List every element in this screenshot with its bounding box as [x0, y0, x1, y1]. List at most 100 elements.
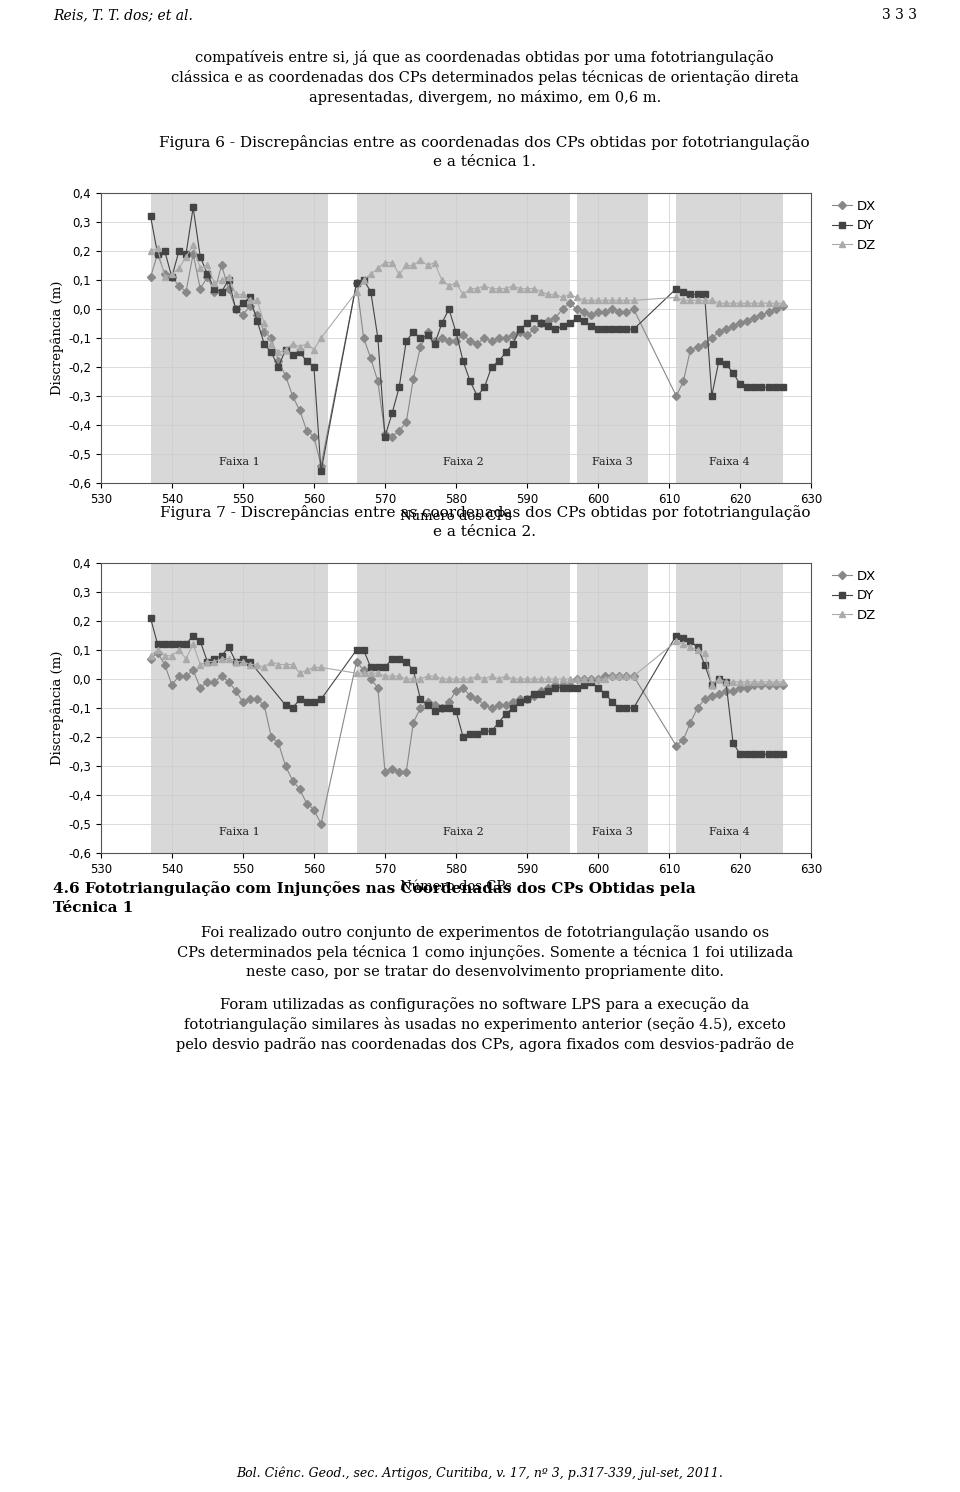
DX [713, 685, 725, 703]
Legend: DX, DY, DZ: DX, DY, DZ [832, 570, 876, 622]
DY [777, 746, 788, 764]
DZ [706, 676, 717, 694]
DZ [500, 279, 512, 297]
Text: Foi realizado outro conjunto de experimentos de fototriangulação usando os: Foi realizado outro conjunto de experime… [201, 925, 769, 940]
DX [145, 649, 156, 667]
Line: DY: DY [147, 204, 786, 474]
Text: Faixa 1: Faixa 1 [219, 457, 260, 467]
Text: Bol. Ciênc. Geod., sec. Artigos, Curitiba, v. 17, nº 3, p.317-339, jul-set, 2011: Bol. Ciênc. Geod., sec. Artigos, Curitib… [236, 1467, 724, 1480]
DX [777, 676, 788, 694]
DX [713, 324, 725, 342]
DX [734, 679, 746, 697]
DY [145, 609, 156, 627]
DX [145, 269, 156, 286]
Bar [676, 192, 782, 483]
DZ [734, 673, 746, 691]
Line: DZ: DZ [148, 639, 785, 688]
DZ [528, 670, 540, 688]
DZ [486, 667, 497, 685]
Text: fototriangulação similares às usadas no experimento anterior (seção 4.5), exceto: fototriangulação similares às usadas no … [184, 1018, 785, 1032]
DZ [542, 285, 554, 303]
DY [542, 318, 554, 336]
DX [152, 645, 163, 662]
DY [607, 321, 618, 339]
Line: DX: DX [148, 651, 785, 827]
DY [734, 746, 746, 764]
Text: Reis, T. T. dos; et al.: Reis, T. T. dos; et al. [53, 7, 193, 22]
Text: Faixa 4: Faixa 4 [709, 457, 750, 467]
Bar [151, 562, 328, 853]
Bar [676, 562, 782, 853]
Text: Faixa 2: Faixa 2 [443, 457, 484, 467]
X-axis label: Número dos CPs: Número dos CPs [400, 510, 512, 522]
Text: clássica e as coordenadas dos CPs determinados pelas técnicas de orientação dire: clássica e as coordenadas dos CPs determ… [171, 70, 799, 85]
DZ [713, 670, 725, 688]
DY [777, 379, 788, 397]
Text: neste caso, por se tratar do desenvolvimento propriamente dito.: neste caso, por se tratar do desenvolvim… [246, 965, 724, 979]
X-axis label: Número dos CPs: Número dos CPs [400, 880, 512, 892]
DY [315, 463, 326, 480]
DZ [145, 242, 156, 260]
Line: DY: DY [147, 615, 786, 758]
Text: 3 3 3: 3 3 3 [882, 7, 917, 22]
Text: CPs determinados pela técnica 1 como injunções. Somente a técnica 1 foi utilizad: CPs determinados pela técnica 1 como inj… [177, 944, 793, 959]
Line: DX: DX [148, 251, 785, 468]
Text: Faixa 3: Faixa 3 [592, 457, 633, 467]
DY [386, 649, 397, 667]
DZ [607, 291, 618, 309]
Text: Faixa 3: Faixa 3 [592, 827, 633, 837]
Text: Técnica 1: Técnica 1 [53, 901, 133, 915]
DY [500, 704, 512, 722]
Text: Faixa 1: Faixa 1 [219, 827, 260, 837]
DX [542, 679, 554, 697]
DY [421, 697, 433, 715]
DX [607, 300, 618, 318]
DZ [145, 648, 156, 665]
DZ [734, 294, 746, 312]
DZ [592, 670, 604, 688]
Text: Faixa 2: Faixa 2 [443, 827, 484, 837]
Bar [356, 192, 569, 483]
DX [500, 697, 512, 715]
Text: compatíveis entre si, já que as coordenadas obtidas por uma fototriangulação: compatíveis entre si, já que as coordena… [196, 51, 774, 66]
DZ [187, 236, 199, 254]
DZ [777, 294, 788, 312]
DX [315, 457, 326, 474]
Y-axis label: Discrepância (m): Discrepância (m) [51, 651, 64, 765]
DZ [273, 343, 284, 361]
Line: DZ: DZ [148, 242, 785, 355]
Bar [151, 192, 328, 483]
Legend: DX, DY, DZ: DX, DY, DZ [832, 200, 876, 252]
DX [500, 330, 512, 348]
DX [684, 713, 696, 731]
DY [500, 343, 512, 361]
DZ [777, 673, 788, 691]
DY [684, 285, 696, 303]
DZ [684, 291, 696, 309]
Text: e a técnica 1.: e a técnica 1. [433, 155, 537, 169]
Text: Figura 7 - Discrepâncias entre as coordenadas dos CPs obtidas por fototriangulaç: Figura 7 - Discrepâncias entre as coorde… [159, 504, 810, 521]
Text: e a técnica 2.: e a técnica 2. [433, 525, 537, 539]
DX [734, 315, 746, 333]
DY [145, 207, 156, 225]
Text: Faixa 4: Faixa 4 [709, 827, 750, 837]
DX [684, 340, 696, 358]
DX [152, 245, 163, 263]
DX [777, 297, 788, 315]
DY [379, 658, 391, 676]
Y-axis label: Discrepância (m): Discrepância (m) [51, 280, 64, 395]
DY [279, 697, 291, 715]
DX [315, 815, 326, 833]
DZ [678, 636, 689, 653]
Text: apresentadas, divergem, no máximo, em 0,6 m.: apresentadas, divergem, no máximo, em 0,… [309, 90, 660, 104]
Bar [577, 192, 648, 483]
Bar [577, 562, 648, 853]
Text: Foram utilizadas as configurações no software LPS para a execução da: Foram utilizadas as configurações no sof… [220, 997, 750, 1012]
DY [713, 352, 725, 370]
Text: Figura 6 - Discrepâncias entre as coordenadas dos CPs obtidas por fototriangulaç: Figura 6 - Discrepâncias entre as coorde… [159, 134, 810, 151]
DX [542, 312, 554, 330]
DY [436, 700, 447, 718]
DY [187, 198, 199, 216]
Bar [356, 562, 569, 853]
DZ [713, 294, 725, 312]
